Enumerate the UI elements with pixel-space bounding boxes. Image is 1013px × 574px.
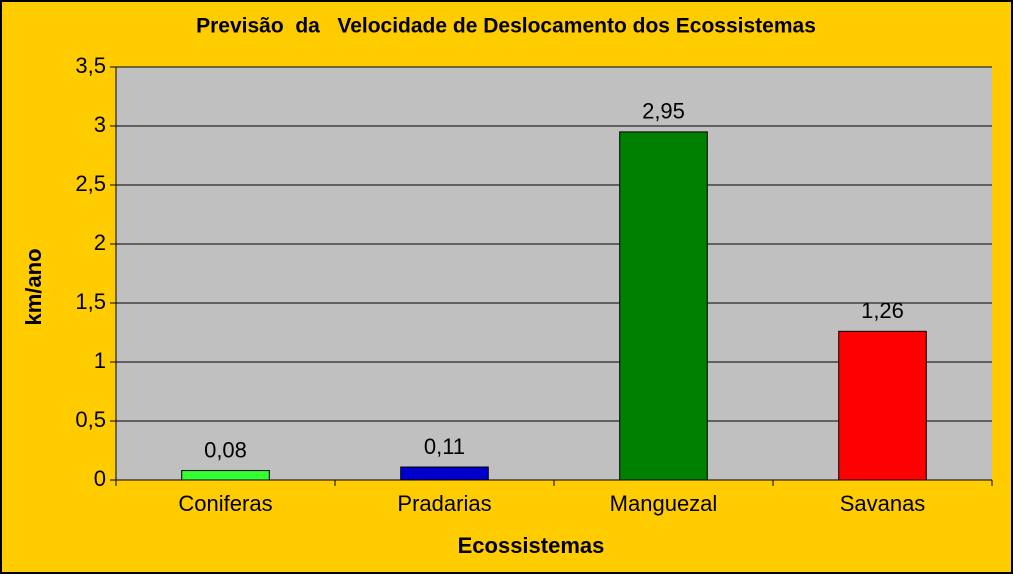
x-tick-label: Manguezal <box>610 491 718 516</box>
y-tick-label: 1,5 <box>75 289 106 314</box>
bar <box>838 330 927 481</box>
y-tick-label: 0 <box>94 466 106 491</box>
y-tick-label: 2 <box>94 230 106 255</box>
bar <box>181 470 270 481</box>
x-tick-label: Coniferas <box>178 491 272 516</box>
value-label: 0,11 <box>424 434 465 459</box>
y-tick-label: 2,5 <box>75 171 106 196</box>
x-tick-label: Savanas <box>840 491 926 516</box>
chart-title: Previsão da Velocidade de Deslocamento d… <box>196 15 816 38</box>
y-tick-label: 0,5 <box>75 407 106 432</box>
y-tick-label: 3,5 <box>75 53 106 78</box>
x-axis-title: Ecossistemas <box>458 533 605 558</box>
y-axis-title: km/ano <box>21 248 46 325</box>
y-tick-label: 1 <box>94 348 106 373</box>
value-label: 2,95 <box>642 99 685 124</box>
value-label: 1,26 <box>861 298 904 323</box>
value-label: 0,08 <box>204 437 247 462</box>
bar <box>619 131 708 481</box>
x-tick-label: Pradarias <box>397 491 491 516</box>
bar <box>400 466 489 481</box>
y-tick-label: 3 <box>94 112 106 137</box>
